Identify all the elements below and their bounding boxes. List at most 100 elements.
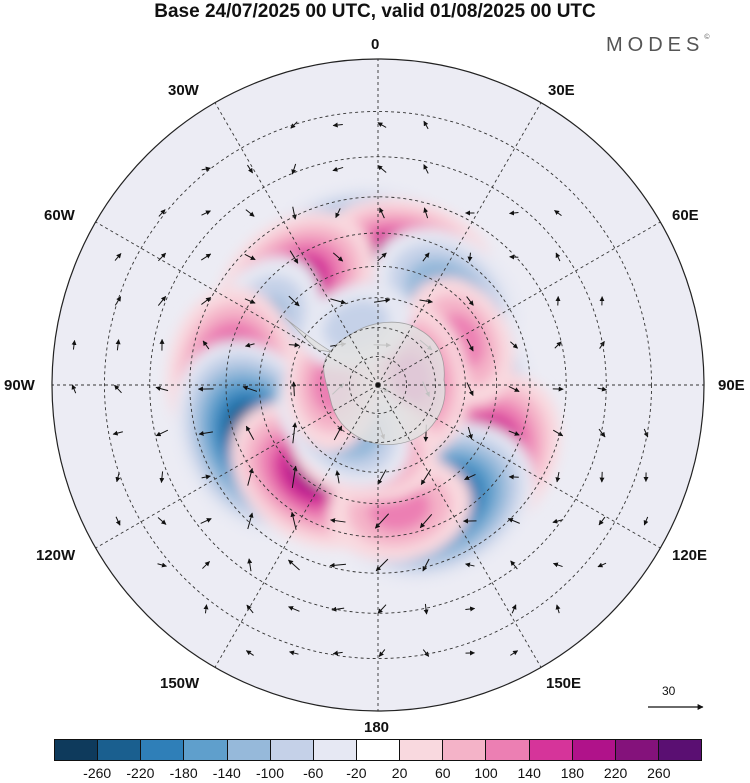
wind-vector xyxy=(202,340,210,350)
wind-vector xyxy=(377,122,387,128)
wind-vector xyxy=(157,296,167,306)
colorbar-tick-label: 180 xyxy=(560,765,585,781)
south-pole-marker xyxy=(375,382,381,388)
wind-vector xyxy=(247,467,254,486)
wind-vector xyxy=(333,425,343,441)
wind-vector xyxy=(329,562,346,568)
wind-vector xyxy=(335,470,341,484)
wind-vector xyxy=(330,298,347,305)
wind-vector xyxy=(288,342,300,348)
lon-label-30w: 30W xyxy=(168,82,199,99)
wind-vector xyxy=(377,252,387,262)
colorbar-tick-label: 60 xyxy=(435,765,451,781)
wind-vector xyxy=(422,558,430,572)
wind-vector xyxy=(552,518,564,524)
colorbar-swatch xyxy=(615,740,659,760)
wind-vector xyxy=(467,426,473,440)
wind-vector xyxy=(290,121,298,129)
wind-vector xyxy=(423,120,429,130)
wind-vector xyxy=(202,561,210,569)
wind-vector xyxy=(244,298,256,304)
wind-vector xyxy=(510,560,518,570)
wind-vector xyxy=(467,252,473,262)
brand-text: MODES xyxy=(606,34,705,56)
parallel xyxy=(104,111,652,659)
colorbar-tick-label: -20 xyxy=(346,765,367,781)
parallel xyxy=(290,297,466,473)
colorbar-swatch xyxy=(400,740,444,760)
wind-vector xyxy=(599,341,605,349)
wind-vector xyxy=(112,430,123,436)
wind-vector xyxy=(203,604,209,614)
wind-vector xyxy=(508,386,520,392)
lon-label-90e: 90E xyxy=(718,377,745,394)
lon-label-0: 0 xyxy=(371,36,380,53)
colorbar-swatch xyxy=(55,740,99,760)
lon-label-60w: 60W xyxy=(44,207,75,224)
wind-vector xyxy=(289,250,299,264)
reference-vector-label: 30 xyxy=(662,684,676,698)
wind-vector xyxy=(198,430,213,436)
meridian xyxy=(95,221,379,386)
wind-vector xyxy=(420,469,432,486)
wind-vector xyxy=(332,252,344,262)
wind-vector xyxy=(465,606,476,612)
lon-label-60e: 60E xyxy=(672,207,699,224)
wind-vector xyxy=(423,207,429,219)
colorbar-tick-label: 220 xyxy=(603,765,628,781)
colorbar-swatch xyxy=(658,740,702,760)
wind-vector xyxy=(332,650,343,656)
parallel xyxy=(320,327,436,443)
wind-vector xyxy=(375,558,389,572)
wind-vector xyxy=(554,341,562,349)
wind-vector xyxy=(509,210,519,216)
wind-vector xyxy=(288,559,300,571)
wind-vector xyxy=(288,295,300,307)
map-boundary xyxy=(51,58,705,712)
colorbar-swatch xyxy=(184,740,228,760)
colorbar-swatch xyxy=(486,740,530,760)
wind-vector xyxy=(466,296,474,306)
colorbar-swatch xyxy=(313,740,357,760)
colorbar-swatch xyxy=(443,740,487,760)
wind-vector xyxy=(245,650,254,656)
parallel xyxy=(258,265,498,505)
wind-vector xyxy=(507,518,520,524)
wind-vector xyxy=(508,430,520,436)
wind-vector xyxy=(379,207,385,219)
colorbar-swatch xyxy=(227,740,271,760)
wind-vector xyxy=(419,513,433,529)
lon-label-90w: 90W xyxy=(4,377,35,394)
wind-vector xyxy=(554,209,562,217)
wind-vector xyxy=(555,604,561,614)
parallel xyxy=(189,196,567,574)
colorbar-tick-label: -60 xyxy=(303,765,324,781)
wind-vector xyxy=(245,209,255,217)
wind-vector xyxy=(242,385,258,392)
colorbar-tick-label: 140 xyxy=(517,765,541,781)
colorbar-swatch xyxy=(572,740,616,760)
meridian xyxy=(95,384,379,549)
wind-vector xyxy=(114,384,122,394)
wind-vector xyxy=(289,650,299,656)
wind-vector xyxy=(422,649,430,657)
colorbar-tick-label: 20 xyxy=(391,765,408,781)
colorbar-swatch xyxy=(141,740,185,760)
wind-vector xyxy=(158,252,166,262)
wind-vector xyxy=(288,606,300,612)
wind-vector xyxy=(246,604,254,614)
colorbar-swatch xyxy=(98,740,142,760)
wind-vector xyxy=(510,650,519,656)
wind-vector xyxy=(155,429,169,437)
wind-vector xyxy=(597,386,607,392)
colorbar-tick-label: 100 xyxy=(474,765,498,781)
wind-vector xyxy=(201,474,211,480)
wind-vector xyxy=(466,382,474,397)
wind-vector xyxy=(552,562,563,568)
wind-vector xyxy=(291,381,297,397)
colorbar-tick-label: -140 xyxy=(212,765,241,781)
lon-label-180: 180 xyxy=(364,719,390,736)
wind-vector xyxy=(200,253,212,261)
wind-vector xyxy=(71,339,77,350)
